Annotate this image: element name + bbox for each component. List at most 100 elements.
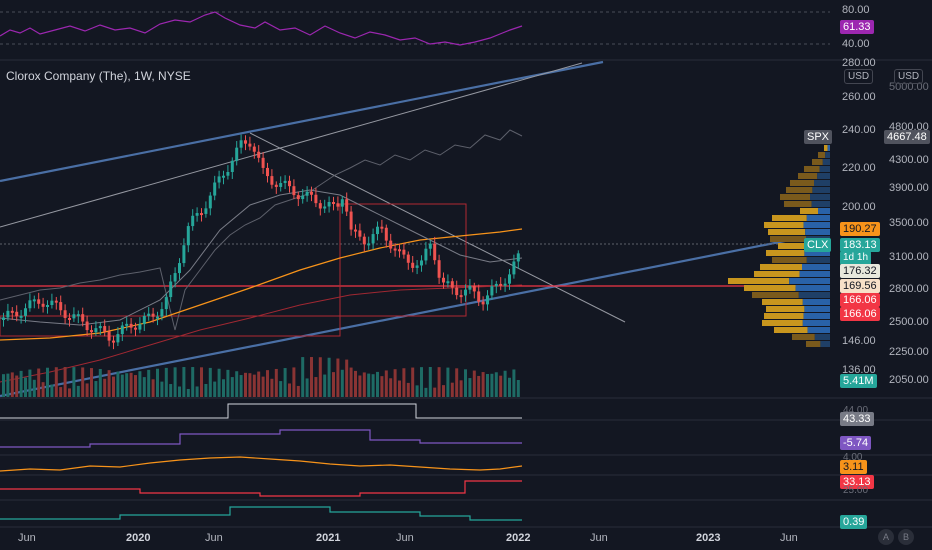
volume-bar (257, 371, 261, 397)
candle-body (266, 167, 269, 177)
volume-bar (239, 375, 243, 397)
candle-body (481, 301, 485, 305)
volume-bar (151, 379, 155, 397)
indicator-2-label: -5.74 (840, 436, 872, 450)
volume-bar (371, 374, 375, 397)
x-axis-2023: 2023 (696, 532, 721, 544)
candle-body (305, 191, 309, 196)
spx-axis-2500: 2500.00 (889, 316, 929, 328)
profile-bar-down (803, 222, 830, 228)
log-scale-button[interactable]: B (898, 529, 914, 545)
volume-bar (129, 372, 133, 397)
volume-bar (147, 369, 151, 397)
volume-bar (125, 373, 129, 397)
spx-symbol-label: SPX (804, 130, 833, 144)
profile-bar-down (804, 306, 830, 312)
candle-body (283, 180, 287, 184)
candle-body (138, 324, 142, 330)
profile-bar-down (802, 320, 830, 326)
auto-scale-button[interactable]: A (878, 529, 894, 545)
candle-body (6, 310, 10, 318)
candle-body (120, 325, 124, 335)
volume-bar (120, 374, 124, 397)
candle-body (310, 191, 313, 195)
profile-bar-up (774, 327, 808, 333)
candle-body (239, 140, 243, 148)
spx-line (0, 129, 523, 331)
profile-bar-up (762, 320, 803, 326)
volume-bar (191, 367, 195, 397)
volume-bar (94, 381, 98, 397)
profile-bar-down (806, 257, 830, 263)
volume-bar (512, 369, 516, 397)
red-range-box-lower (0, 315, 341, 337)
support-label-2: 166.06 (840, 307, 880, 321)
usd-right-label[interactable]: USD (894, 69, 924, 84)
indicator-3-line (0, 456, 523, 472)
volume-bar (486, 374, 489, 397)
volume-bar (63, 367, 67, 397)
candle-body (442, 277, 445, 283)
profile-bar-up (766, 250, 805, 256)
x-axis-2021: 2021 (316, 532, 341, 544)
candle-body (173, 273, 177, 282)
profile-bar-down (817, 173, 830, 179)
volume-bar (169, 384, 173, 397)
profile-bar-down (803, 313, 830, 319)
profile-bar-down (795, 285, 830, 291)
volume-bar (283, 368, 287, 397)
candle-body (63, 310, 67, 318)
indicator-5-line (0, 506, 522, 521)
volume-bar (59, 387, 63, 397)
volume-bar (292, 367, 296, 397)
volume-bar (358, 375, 362, 397)
profile-bar-up (764, 313, 804, 319)
candle-body (182, 245, 186, 264)
volume-bar (90, 368, 93, 397)
volume-bar (318, 357, 322, 397)
candle-body (336, 203, 340, 207)
volume-bar (244, 372, 247, 397)
volume-bar (160, 381, 164, 397)
volume-bar (380, 376, 384, 397)
volume-bar (68, 388, 71, 397)
volume-bar (28, 369, 32, 397)
candle-body (235, 147, 239, 161)
candle-body (186, 226, 190, 246)
candle-body (195, 213, 199, 216)
candle-body (151, 313, 155, 317)
candle-body (512, 261, 516, 275)
profile-bar-up (754, 271, 800, 277)
candle-body (244, 140, 247, 144)
candle-body (314, 194, 318, 204)
candle-body (24, 308, 27, 316)
volume-value-label: 5.41M (840, 374, 877, 388)
profile-bar-up (768, 229, 806, 235)
indicator-4-label: 33.13 (840, 475, 874, 489)
x-axis-jun-2020: Jun (205, 532, 223, 544)
volume-bar (481, 372, 485, 397)
candle-body (103, 326, 107, 332)
price-axis-260: 260.00 (842, 91, 876, 103)
volume-bar (270, 378, 274, 397)
volume-bar (450, 382, 454, 397)
volume-bar (354, 370, 357, 397)
x-axis-jun-2023: Jun (780, 532, 798, 544)
volume-bar (204, 383, 208, 397)
volume-bar (24, 377, 27, 397)
volume-bar (274, 368, 278, 397)
profile-bar-up (728, 278, 790, 284)
clx-countdown-label: 1d 1h (840, 251, 872, 265)
profile-bar-down (825, 152, 830, 158)
spx-axis-2250: 2250.00 (889, 346, 929, 358)
usd-left-label[interactable]: USD (844, 69, 874, 84)
candle-body (446, 281, 450, 284)
candle-body (415, 265, 419, 268)
candle-body (389, 240, 393, 249)
volume-bar (420, 367, 423, 397)
candle-body (367, 243, 371, 246)
volume-bar (235, 371, 239, 397)
candle-body (393, 248, 397, 251)
volume-bar (499, 375, 503, 397)
